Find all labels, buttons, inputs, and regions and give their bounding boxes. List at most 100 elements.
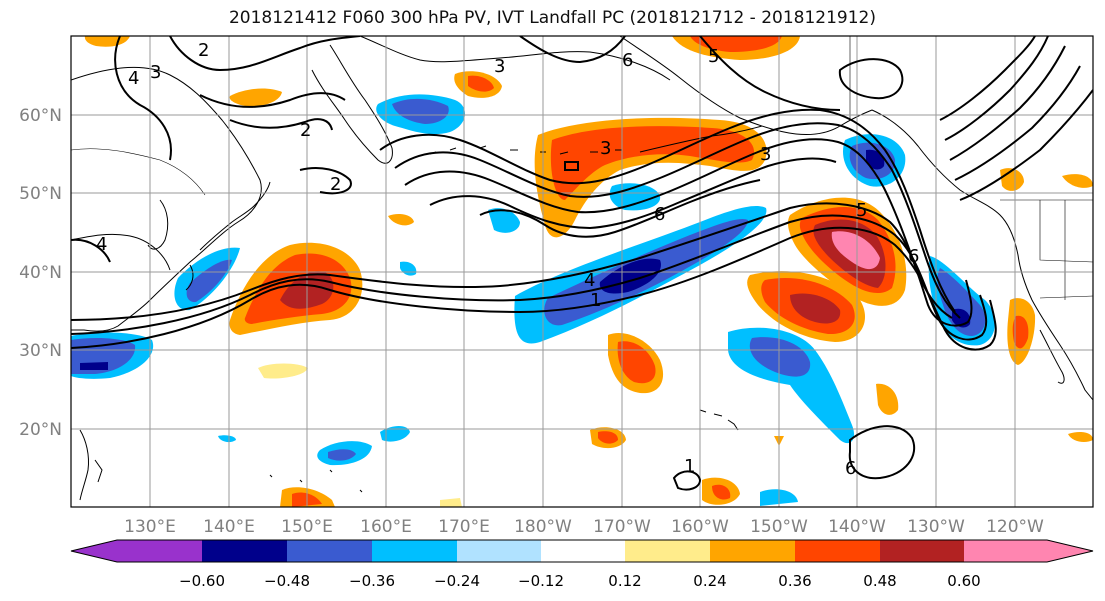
neg-core-tropic-a xyxy=(328,449,356,461)
pos-core-subtropic-mid xyxy=(617,341,656,384)
islands-micronesia xyxy=(269,469,363,493)
contour-top-right xyxy=(699,36,841,111)
contour-label: 3 xyxy=(600,138,611,159)
coast-japan xyxy=(185,181,271,291)
contour-label: 3 xyxy=(150,62,161,83)
colorbar-seg xyxy=(880,540,964,562)
contour-loop-small xyxy=(672,470,702,491)
contour-nw-d xyxy=(229,118,333,131)
map-title: 2018121412 F060 300 hPa PV, IVT Landfall… xyxy=(228,8,876,28)
pos-region-hawaii-east xyxy=(876,383,899,415)
contour-top-mid xyxy=(519,36,626,64)
colorbar-seg xyxy=(795,540,880,562)
lon-label: 160°W xyxy=(671,517,729,537)
neg-core-offshore-ca xyxy=(937,268,986,336)
coast-siberia-north xyxy=(359,36,671,81)
contour-nw-e xyxy=(299,167,352,195)
colorbar-seg xyxy=(710,540,795,562)
coast-asia-inner xyxy=(71,233,171,271)
contour-label: 4 xyxy=(584,270,595,291)
contour-label: 6 xyxy=(908,246,919,267)
neg-region-midlat-a xyxy=(488,208,520,233)
pos-core-bering-top xyxy=(690,36,782,52)
colorbar-tick-labels: −0.60 −0.48 −0.36 −0.24 −0.12 0.12 0.24 … xyxy=(179,572,981,590)
lon-label: 150°W xyxy=(750,517,808,537)
border-us-mexico xyxy=(1039,295,1093,299)
lon-label: 160°E xyxy=(360,517,412,537)
contour-nw-b xyxy=(169,36,361,72)
lon-label: 140°W xyxy=(828,517,886,537)
pos-pink-east-central xyxy=(831,231,880,270)
colorbar-tick: −0.60 xyxy=(179,572,225,590)
pos-dark-subtropic-east xyxy=(790,293,841,324)
pos-region-tropic-g xyxy=(440,498,462,507)
pos-core-ca-coast xyxy=(1012,315,1029,349)
contour-label: 5 xyxy=(856,200,867,221)
contour-label-group: 2 3 4 2 2 4 3 3 6 5 6 4 1 5 6 1 3 6 xyxy=(96,40,919,479)
contour-label: 3 xyxy=(760,144,771,165)
contour-label: 4 xyxy=(96,234,107,255)
colorbar-seg xyxy=(202,540,287,562)
colorbar-tick: 0.12 xyxy=(608,572,641,590)
lat-label: 40°N xyxy=(19,263,62,283)
coast-na-west xyxy=(871,109,1093,401)
ivt-contours xyxy=(71,36,1093,491)
colorbar xyxy=(70,539,1094,563)
pos-core-aleutian xyxy=(550,126,755,200)
contour-jet-3 xyxy=(71,202,973,327)
lon-label: 150°E xyxy=(281,517,333,537)
lon-label: 170°E xyxy=(438,517,490,537)
pos-region-midlat-small xyxy=(388,214,414,226)
contour-label: 4 xyxy=(128,68,139,89)
neg-core-bering xyxy=(392,98,449,124)
contour-loop-aleutian xyxy=(564,161,579,171)
contour-label: 2 xyxy=(198,40,209,61)
lat-label: 60°N xyxy=(19,106,62,126)
lat-label: 30°N xyxy=(19,341,62,361)
contour-ne-loop xyxy=(838,58,904,100)
colorbar-outline xyxy=(70,539,1094,563)
contour-upper-4 xyxy=(429,157,837,230)
pos-region-nw-canada xyxy=(1062,174,1093,188)
contour-label: 1 xyxy=(684,456,695,477)
contour-label: 6 xyxy=(845,458,856,479)
map-frame xyxy=(70,35,1094,508)
lat-labels: 20°N 30°N 40°N 50°N 60°N xyxy=(19,106,62,440)
lat-label: 50°N xyxy=(19,184,62,204)
lon-label: 170°W xyxy=(593,517,651,537)
colorbar-tick: 0.60 xyxy=(947,572,980,590)
coast-korea xyxy=(147,199,169,250)
coast-kamchatka xyxy=(311,44,393,164)
contour-label: 1 xyxy=(590,290,601,311)
contour-nw-c xyxy=(199,92,346,108)
graticule xyxy=(71,36,1093,507)
lat-label: 20°N xyxy=(19,420,62,440)
contour-nw-a xyxy=(114,36,172,161)
border-states-a xyxy=(1039,200,1093,263)
contour-ridge-1 xyxy=(939,36,1036,121)
lon-labels: 130°E 140°E 150°E 160°E 170°E 180°W 170°… xyxy=(124,517,1044,537)
neg-region-tropic-c xyxy=(218,435,236,443)
contour-ridge-2 xyxy=(944,36,1049,141)
pos-region-tropic-e xyxy=(1068,432,1093,442)
neg-darkcore-west-pacific xyxy=(80,362,108,370)
coast-philippines xyxy=(79,429,103,501)
border-russia-china xyxy=(71,148,206,196)
neg-core-japan xyxy=(186,259,232,303)
contour-jet-2 xyxy=(71,214,988,341)
colorbar-tick: −0.48 xyxy=(264,572,310,590)
colorbar-tick: 0.36 xyxy=(778,572,811,590)
pos-region-tropic-d xyxy=(258,363,308,379)
contour-ridge-5 xyxy=(959,89,1093,201)
contour-ridge-3 xyxy=(949,45,1066,161)
contour-label: 2 xyxy=(300,120,311,141)
colorbar-tick: −0.36 xyxy=(349,572,395,590)
contour-loop-tropic xyxy=(848,425,916,480)
colorbar-seg xyxy=(964,540,1093,562)
colorbar-tick: −0.24 xyxy=(434,572,480,590)
lon-label: 120°W xyxy=(986,517,1044,537)
neg-core-subtropic xyxy=(749,337,811,377)
contour-ridge-4 xyxy=(954,65,1081,181)
pos-core-ne-pacific-a xyxy=(468,75,494,92)
